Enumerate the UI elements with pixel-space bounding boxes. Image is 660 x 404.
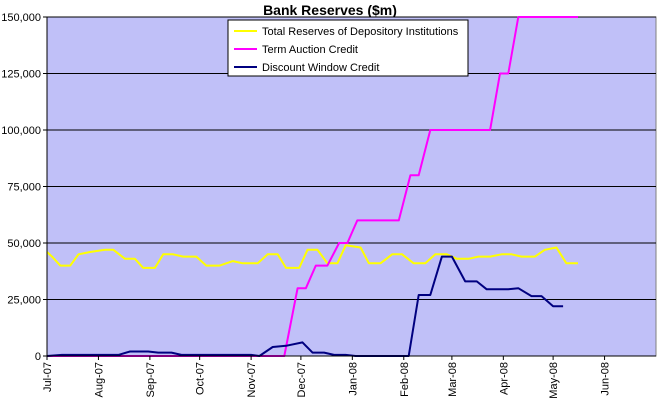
x-tick-label: Oct-07: [195, 362, 207, 395]
legend-items: Total Reserves of Depository Institution…: [234, 26, 459, 74]
x-tick-label: Sep-07: [145, 362, 157, 397]
legend-label: Discount Window Credit: [262, 62, 379, 74]
x-tick-label: Jun-08: [600, 362, 612, 396]
y-tick-label: 25,000: [7, 295, 41, 307]
x-tick-label: Jan-08: [347, 362, 359, 396]
x-tick-label: Mar-08: [447, 362, 459, 397]
legend: Total Reserves of Depository Institution…: [227, 19, 469, 77]
x-tick-label: Aug-07: [93, 362, 105, 397]
x-axis: Jul-07 Aug-07 Sep-07 Oct-07 Nov-07 Dec-07 Jan-…: [42, 355, 656, 399]
y-tick-label: 150,000: [1, 12, 41, 24]
y-tick-label: 100,000: [1, 125, 41, 137]
x-tick-label: Nov-07: [246, 362, 258, 397]
y-tick-labels: 0 25,000 50,000 75,000 100,000 125,000 150,000: [1, 12, 47, 363]
chart-title: Bank Reserves ($m): [263, 2, 397, 18]
y-tick-label: 125,000: [1, 69, 41, 81]
legend-box: [227, 19, 469, 77]
y-tick-label: 50,000: [7, 238, 41, 250]
legend-label: Total Reserves of Depository Institution…: [262, 26, 459, 38]
series-line-1: [46, 244, 578, 269]
x-tick-label: May-08: [548, 362, 560, 399]
x-tick-label: Dec-07: [296, 362, 308, 397]
series-line-3: [46, 255, 564, 357]
series-layer: [46, 16, 578, 357]
x-tick-labels: Jul-07 Aug-07 Sep-07 Oct-07 Nov-07 Dec-07 Jan-…: [42, 356, 612, 399]
y-tick-label: 0: [35, 351, 41, 363]
series-line-2: [47, 16, 578, 357]
y-axis: 0 25,000 50,000 75,000 100,000 125,000 150,000: [1, 12, 48, 363]
x-tick-label: Jul-07: [42, 362, 54, 392]
x-tick-label: Apr-08: [498, 362, 510, 395]
y-tick-label: 75,000: [7, 182, 41, 194]
legend-label: Term Auction Credit: [262, 44, 358, 56]
x-tick-label: Feb-08: [399, 362, 411, 397]
